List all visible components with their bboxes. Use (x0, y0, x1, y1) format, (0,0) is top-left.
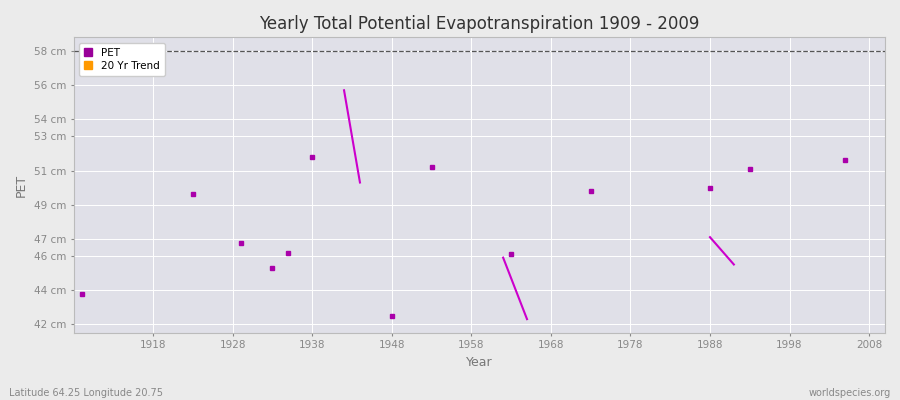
X-axis label: Year: Year (466, 356, 492, 369)
Text: worldspecies.org: worldspecies.org (809, 388, 891, 398)
Y-axis label: PET: PET (15, 174, 28, 197)
Legend: PET, 20 Yr Trend: PET, 20 Yr Trend (79, 42, 165, 76)
Title: Yearly Total Potential Evapotranspiration 1909 - 2009: Yearly Total Potential Evapotranspiratio… (259, 15, 699, 33)
Text: Latitude 64.25 Longitude 20.75: Latitude 64.25 Longitude 20.75 (9, 388, 163, 398)
